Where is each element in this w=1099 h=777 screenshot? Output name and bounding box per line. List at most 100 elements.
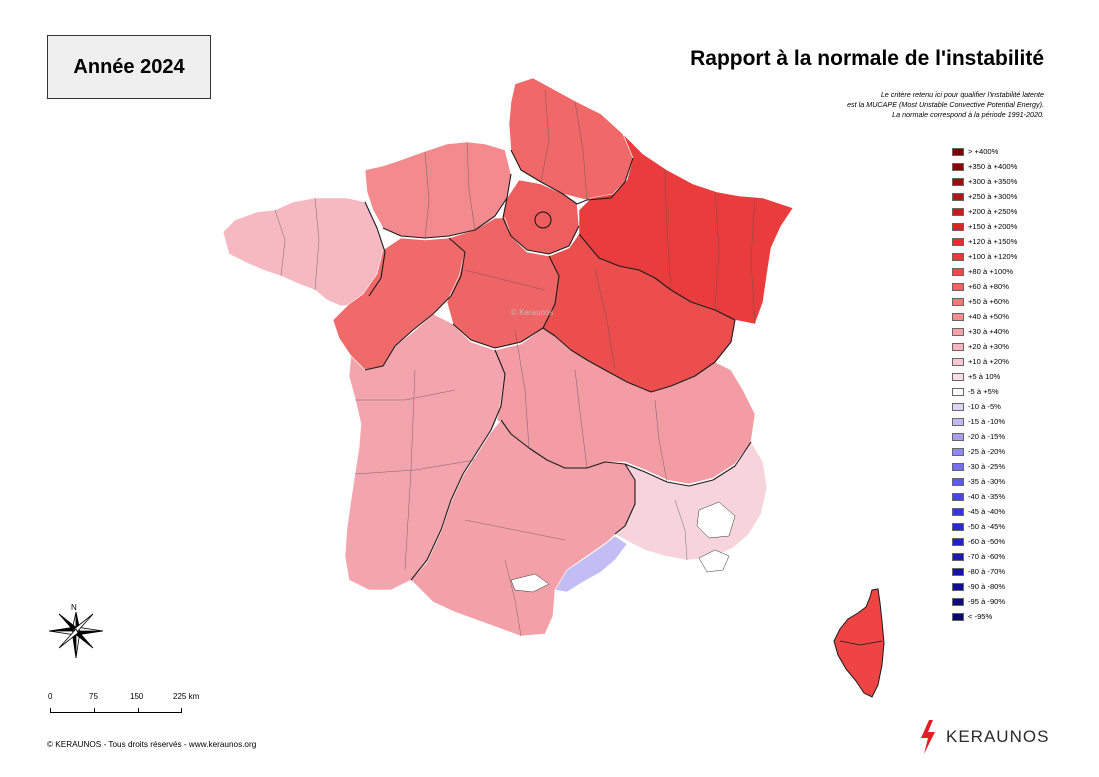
legend-item: +150 à +200% — [952, 219, 1062, 234]
legend-label: -25 à -20% — [968, 447, 1006, 456]
legend-swatch — [952, 582, 964, 591]
legend-swatch — [952, 297, 964, 306]
legend-item: -45 à -40% — [952, 504, 1062, 519]
legend-label: +40 à +50% — [968, 312, 1009, 321]
legend-label: -45 à -40% — [968, 507, 1006, 516]
legend-swatch — [952, 192, 964, 201]
legend-swatch — [952, 162, 964, 171]
legend-swatch — [952, 312, 964, 321]
legend-label: +350 à +400% — [968, 162, 1018, 171]
legend-swatch — [952, 357, 964, 366]
legend-swatch — [952, 387, 964, 396]
region-bretagne — [222, 197, 386, 307]
note-line: Le critère retenu ici pour qualifier l'i… — [880, 90, 1044, 99]
legend-swatch — [952, 267, 964, 276]
legend-label: > +400% — [968, 147, 999, 156]
legend-item: +20 à +30% — [952, 339, 1062, 354]
white-zone-alps — [696, 501, 736, 539]
legend-label: +30 à +40% — [968, 327, 1009, 336]
legend-swatch — [952, 447, 964, 456]
legend-item: +40 à +50% — [952, 309, 1062, 324]
legend-swatch — [952, 207, 964, 216]
legend-item: -30 à -25% — [952, 459, 1062, 474]
legend-label: -60 à -50% — [968, 537, 1006, 546]
legend-label: -15 à -10% — [968, 417, 1006, 426]
legend-swatch — [952, 612, 964, 621]
year-box: Année 2024 — [47, 35, 211, 99]
legend-label: -10 à -5% — [968, 402, 1001, 411]
legend-swatch — [952, 567, 964, 576]
legend-label: +60 à +80% — [968, 282, 1009, 291]
legend: > +400% +350 à +400% +300 à +350% +250 à +3… — [952, 144, 1062, 624]
legend-swatch — [952, 492, 964, 501]
scale-label-225: 225 km — [173, 692, 200, 701]
department-borders — [274, 89, 756, 637]
scale-tick — [138, 708, 139, 712]
year-label: Année 2024 — [73, 55, 185, 78]
legend-item: -90 à -80% — [952, 579, 1062, 594]
legend-swatch — [952, 237, 964, 246]
scale-label-0: 0 — [48, 692, 53, 701]
scale-bar: 0 75 150 225 km — [47, 692, 217, 722]
legend-label: +300 à +350% — [968, 177, 1018, 186]
scale-label-75: 75 — [89, 692, 98, 701]
legend-swatch — [952, 402, 964, 411]
methodology-note: Le critère retenu ici pour qualifier l'i… — [744, 90, 1044, 120]
legend-label: -90 à -80% — [968, 582, 1006, 591]
note-line: La normale correspond à la période 1991-… — [892, 110, 1044, 119]
legend-swatch — [952, 327, 964, 336]
legend-swatch — [952, 462, 964, 471]
legend-swatch — [952, 537, 964, 546]
legend-item: -15 à -10% — [952, 414, 1062, 429]
legend-swatch — [952, 507, 964, 516]
legend-swatch — [952, 522, 964, 531]
legend-item: -40 à -35% — [952, 489, 1062, 504]
legend-item: -10 à -5% — [952, 399, 1062, 414]
legend-label: +120 à +150% — [968, 237, 1018, 246]
legend-item: -25 à -20% — [952, 444, 1062, 459]
legend-item: > +400% — [952, 144, 1062, 159]
legend-swatch — [952, 597, 964, 606]
legend-item: +5 à 10% — [952, 369, 1062, 384]
legend-swatch — [952, 147, 964, 156]
legend-item: -20 à -15% — [952, 429, 1062, 444]
legend-swatch — [952, 252, 964, 261]
legend-label: +20 à +30% — [968, 342, 1009, 351]
legend-item: +100 à +120% — [952, 249, 1062, 264]
legend-label: -80 à -70% — [968, 567, 1006, 576]
compass-north-label: N — [71, 603, 77, 612]
copyright-footer: © KERAUNOS - Tous droits réservés - www.… — [47, 740, 257, 749]
legend-label: +50 à +60% — [968, 297, 1009, 306]
note-line: est la MUCAPE (Most Unstable Convective … — [847, 100, 1044, 109]
legend-swatch — [952, 342, 964, 351]
legend-item: -60 à -50% — [952, 534, 1062, 549]
region-herault — [554, 535, 628, 593]
legend-label: +250 à +300% — [968, 192, 1018, 201]
legend-label: < -95% — [968, 612, 993, 621]
legend-label: +200 à +250% — [968, 207, 1018, 216]
legend-label: -20 à -15% — [968, 432, 1006, 441]
legend-item: -95 à -90% — [952, 594, 1062, 609]
legend-label: +10 à +20% — [968, 357, 1009, 366]
legend-label: +5 à 10% — [968, 372, 1001, 381]
legend-item: +250 à +300% — [952, 189, 1062, 204]
legend-item: +350 à +400% — [952, 159, 1062, 174]
legend-swatch — [952, 222, 964, 231]
legend-label: -50 à -45% — [968, 522, 1006, 531]
scale-label-150: 150 — [130, 692, 144, 701]
legend-item: -50 à -45% — [952, 519, 1062, 534]
corsica-dept-border — [839, 640, 883, 646]
legend-label: -5 à +5% — [968, 387, 999, 396]
legend-item: < -95% — [952, 609, 1062, 624]
scale-tick — [181, 708, 182, 712]
legend-item: +50 à +60% — [952, 294, 1062, 309]
white-zone-aude — [510, 573, 550, 593]
keraunos-logo: KERAUNOS — [918, 720, 1049, 754]
scale-tick — [94, 708, 95, 712]
corsica-map — [833, 588, 885, 698]
legend-swatch — [952, 282, 964, 291]
legend-label: -40 à -35% — [968, 492, 1006, 501]
legend-label: -35 à -30% — [968, 477, 1006, 486]
region-corse — [833, 588, 885, 698]
legend-item: +300 à +350% — [952, 174, 1062, 189]
